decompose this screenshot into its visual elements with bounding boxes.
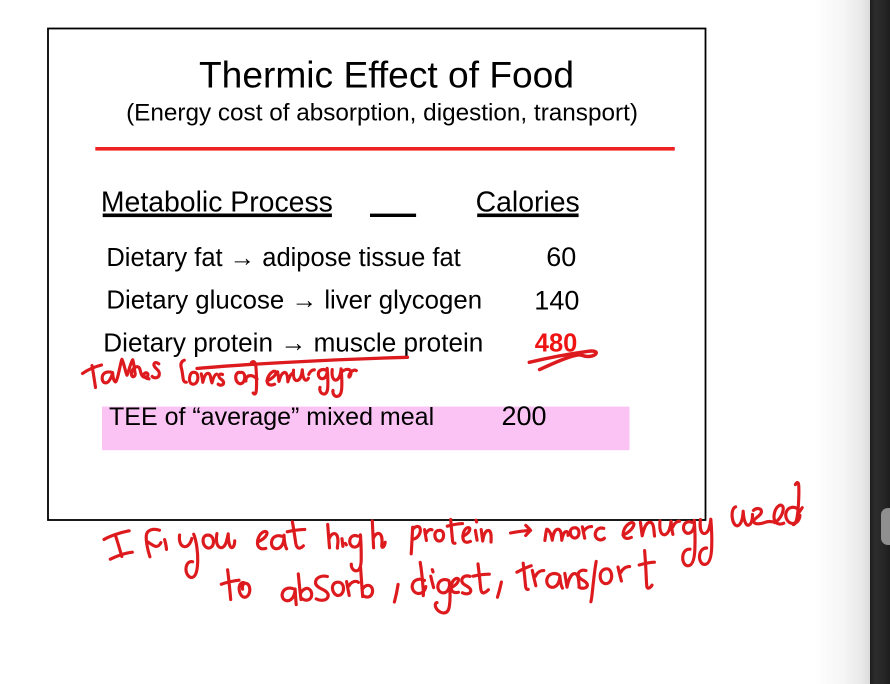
svg-text:(Energy cost of absorption, di: (Energy cost of absorption, digestion, t… bbox=[126, 99, 638, 126]
svg-text:Dietary fat → adipose tissue f: Dietary fat → adipose tissue fat bbox=[106, 244, 460, 272]
svg-text:Metabolic Process: Metabolic Process bbox=[101, 187, 333, 219]
svg-text:Dietary glucose → liver glycog: Dietary glucose → liver glycogen bbox=[106, 286, 482, 314]
svg-text:200: 200 bbox=[502, 401, 547, 431]
svg-text:TEE of “average” mixed meal: TEE of “average” mixed meal bbox=[109, 403, 434, 431]
svg-text:Calories: Calories bbox=[476, 187, 580, 219]
svg-text:Thermic Effect of Food: Thermic Effect of Food bbox=[199, 53, 574, 95]
svg-text:Dietary protein → muscle prote: Dietary protein → muscle protein bbox=[103, 327, 483, 357]
svg-text:140: 140 bbox=[534, 285, 579, 315]
svg-text:60: 60 bbox=[546, 242, 576, 272]
